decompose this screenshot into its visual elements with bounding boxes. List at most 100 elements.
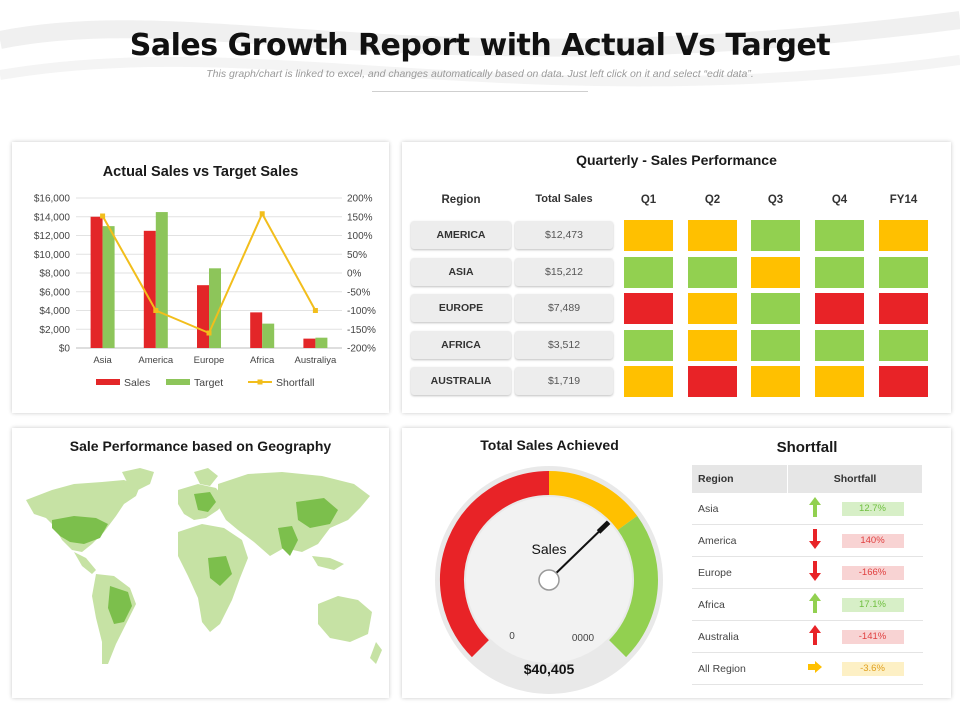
- gauge-center-label: Sales: [531, 541, 566, 557]
- shortfall-point: [206, 330, 212, 336]
- status-cell-red: [879, 366, 928, 397]
- col-header-fy14: FY14: [889, 194, 918, 206]
- x-tick-label: Asia: [93, 355, 112, 366]
- status-cell-red: [815, 293, 864, 324]
- shortfall-table: Region Shortfall Asia 12.7% America 140% Eur…: [692, 465, 923, 685]
- shortfall-col-shortfall: Shortfall: [787, 465, 923, 493]
- y2-tick-label: 50%: [347, 250, 367, 261]
- shortfall-value-cell: -141%: [841, 620, 923, 653]
- status-cell-yellow: [624, 366, 673, 397]
- gauge-needle-tip: [596, 520, 611, 534]
- legend-label: Sales: [124, 377, 150, 389]
- arrow-up-icon: [787, 588, 842, 621]
- geography-title: Sale Performance based on Geography: [69, 438, 332, 454]
- arrow-up-icon: [787, 493, 842, 525]
- shortfall-row: Africa 17.1%: [692, 588, 923, 621]
- bar-target: [262, 323, 275, 348]
- shortfall-region: Asia: [692, 493, 788, 525]
- shortfall-value-cell: -3.6%: [841, 652, 923, 685]
- shortfall-value-cell: 12.7%: [841, 493, 923, 525]
- col-header-q4: Q4: [831, 194, 848, 206]
- shortfall-value-cell: -166%: [841, 556, 923, 589]
- y-tick-label: $10,000: [34, 250, 71, 261]
- sales-achieved-panel: Total Sales Achieved Sales 0 0000 $40,405 S…: [402, 428, 951, 698]
- shortfall-value-cell: 17.1%: [841, 588, 923, 621]
- bar-sales: [303, 338, 316, 348]
- y-tick-label: $16,000: [34, 194, 71, 205]
- status-cell-green: [879, 256, 928, 288]
- region-cell: AUSTRALIA: [411, 367, 511, 395]
- status-cell-green: [751, 293, 800, 324]
- shortfall-region: Australia: [692, 620, 788, 653]
- legend-label: Shortfall: [276, 377, 315, 389]
- status-cell-yellow: [751, 366, 800, 397]
- shortfall-title: Shortfall: [776, 439, 838, 456]
- status-cell-green: [815, 220, 864, 251]
- page-subtitle: This graph/chart is linked to excel, and…: [206, 68, 754, 80]
- col-header-q1: Q1: [640, 194, 657, 206]
- arrow-up-icon: [787, 620, 842, 653]
- shortfall-value: 12.7%: [841, 501, 904, 516]
- total-sales-cell: $12,473: [515, 221, 613, 249]
- x-tick-label: Europe: [194, 355, 225, 366]
- status-cell-yellow: [688, 293, 737, 324]
- shortfall-point: [312, 308, 318, 313]
- arrow-right-icon: [787, 652, 842, 685]
- status-cell-green: [751, 220, 800, 251]
- page-title: Sales Growth Report with Actual Vs Targe…: [129, 28, 831, 63]
- y-tick-label: $14,000: [34, 212, 71, 223]
- status-cell-yellow: [815, 366, 864, 397]
- region-cell: AMERICA: [411, 221, 511, 249]
- status-cell-red: [688, 366, 737, 397]
- y2-tick-label: -50%: [347, 287, 370, 298]
- bar-chart: $0 $2,000 $4,000 $6,000 $8,000 $10,000 $12,000…: [34, 194, 376, 390]
- total-sales-cell: $15,212: [515, 257, 613, 286]
- shortfall-value: -166%: [841, 565, 904, 580]
- y2-tick-label: -100%: [347, 306, 376, 317]
- shortfall-col-region: Region: [692, 465, 788, 493]
- total-sales-cell: $1,719: [515, 367, 613, 395]
- bar-chart-title: Actual Sales vs Target Sales: [102, 164, 299, 180]
- status-cell-yellow: [751, 256, 800, 288]
- gauge-max-label: 0000: [572, 633, 595, 644]
- bar-sales: [143, 230, 156, 348]
- shortfall-value: -3.6%: [841, 661, 904, 676]
- gauge-title: Total Sales Achieved: [480, 437, 619, 453]
- status-cell-green: [688, 256, 737, 288]
- col-header-q2: Q2: [704, 194, 721, 206]
- shortfall-value-cell: 140%: [841, 524, 923, 557]
- status-cell-red: [879, 293, 928, 324]
- shortfall-row: Asia 12.7%: [692, 493, 923, 525]
- y2-tick-label: 200%: [347, 194, 373, 205]
- shortfall-row: All Region -3.6%: [692, 652, 923, 685]
- shortfall-point: [100, 213, 106, 219]
- total-sales-cell: $7,489: [515, 294, 613, 322]
- y2-tick-label: -200%: [347, 344, 376, 355]
- region-cell: AFRICA: [411, 330, 511, 359]
- world-map-icon: [26, 468, 382, 664]
- shortfall-row: Australia -141%: [692, 620, 923, 653]
- total-sales-cell: $3,512: [515, 330, 613, 359]
- y-tick-label: $2,000: [39, 325, 70, 336]
- status-cell-green: [624, 329, 673, 361]
- shortfall-row: Europe -166%: [692, 556, 923, 589]
- bar-sales: [250, 312, 263, 348]
- shortfall-point: [153, 308, 159, 313]
- quarterly-title: Quarterly - Sales Performance: [576, 152, 777, 168]
- status-cell-red: [624, 293, 673, 324]
- col-header-total-sales: Total Sales: [535, 193, 593, 205]
- col-header-region: Region: [441, 194, 481, 206]
- shortfall-region: America: [692, 524, 788, 557]
- bar-sales: [197, 285, 209, 348]
- x-tick-label: Australiya: [295, 355, 337, 366]
- shortfall-value: -141%: [841, 629, 904, 644]
- arrow-down-icon: [787, 556, 842, 589]
- shortfall-value: 17.1%: [841, 597, 904, 612]
- region-cell: ASIA: [411, 257, 511, 286]
- x-tick-label: Africa: [250, 355, 275, 366]
- y-tick-label: $8,000: [39, 269, 70, 280]
- title-divider: [372, 91, 588, 92]
- col-header-q3: Q3: [767, 194, 784, 206]
- shortfall-value: 140%: [841, 533, 904, 548]
